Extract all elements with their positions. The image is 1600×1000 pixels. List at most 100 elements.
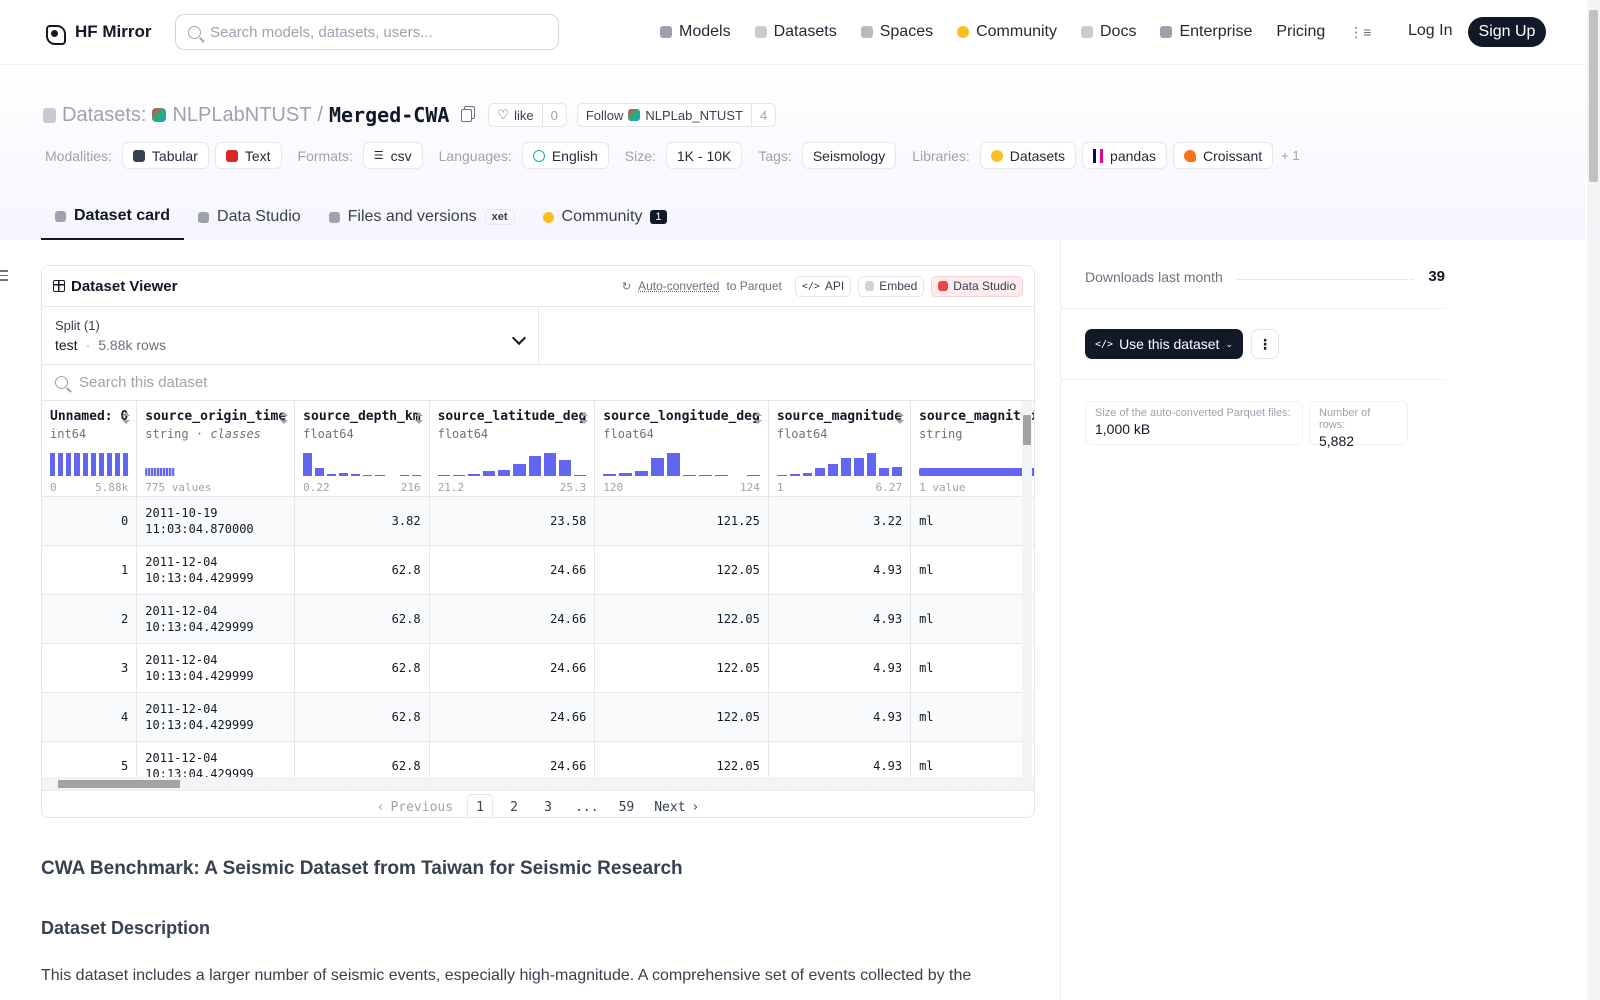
sort-icon[interactable]: [122, 412, 131, 424]
table-cell[interactable]: ml: [910, 692, 1034, 742]
table-cell[interactable]: ml: [910, 741, 1034, 777]
histogram-bar[interactable]: [58, 453, 64, 476]
histogram-bar[interactable]: [363, 475, 373, 476]
dataset-search-input[interactable]: Search this dataset: [42, 365, 1034, 401]
histogram-bar[interactable]: [866, 453, 877, 476]
histogram-bar[interactable]: [82, 453, 88, 476]
table-cell[interactable]: 4.93: [768, 741, 912, 777]
histogram-bar[interactable]: [528, 456, 541, 476]
table-cell[interactable]: 122.05: [594, 692, 769, 742]
histogram-bar[interactable]: [635, 471, 649, 476]
histogram-bar[interactable]: [789, 474, 800, 476]
histogram-bar[interactable]: [339, 473, 349, 476]
histogram-bar[interactable]: [714, 475, 728, 476]
histogram-bar[interactable]: [603, 474, 617, 476]
auto-converted-link[interactable]: Auto-converted: [638, 279, 720, 293]
histogram-bar[interactable]: [74, 453, 80, 476]
tag-datasets-lib[interactable]: Datasets: [979, 142, 1077, 169]
histogram-bar[interactable]: [543, 453, 556, 476]
table-cell[interactable]: 0: [42, 496, 138, 546]
table-row[interactable]: 0 2011-10-19 11:03:04.870000 3.82 23.58 121.…: [42, 496, 1034, 546]
table-cell[interactable]: ml: [910, 643, 1034, 693]
histogram-bar[interactable]: [90, 453, 96, 476]
nav-link-community[interactable]: Community: [957, 23, 1057, 41]
tab-dataset-card[interactable]: Dataset card: [41, 194, 185, 240]
histogram-bar[interactable]: [98, 453, 104, 476]
tag-seismology[interactable]: Seismology: [801, 142, 897, 169]
histogram-bar[interactable]: [411, 475, 421, 476]
histogram-bar[interactable]: [558, 460, 572, 476]
table-cell[interactable]: 4.93: [768, 692, 912, 742]
more-options-button[interactable]: ⋮: [1251, 329, 1279, 359]
login-link[interactable]: Log In: [1408, 22, 1453, 39]
nav-link-datasets[interactable]: Datasets: [754, 23, 837, 41]
table-cell[interactable]: 2: [42, 594, 138, 644]
sort-icon[interactable]: [753, 412, 762, 424]
table-cell[interactable]: 2011-10-19 11:03:04.870000: [136, 496, 296, 546]
histogram-bar[interactable]: [892, 467, 903, 476]
table-cell[interactable]: 4.93: [768, 643, 912, 693]
histogram-bar[interactable]: [437, 475, 450, 476]
histogram-bar[interactable]: [699, 475, 712, 476]
column-header[interactable]: source_magnitude float64 1 6.27: [768, 401, 912, 497]
table-cell[interactable]: 4: [42, 692, 138, 742]
tab-files-and-versions[interactable]: Files and versions xet: [315, 194, 529, 240]
table-cell[interactable]: 62.8: [294, 594, 430, 644]
more-libraries[interactable]: + 1: [1281, 148, 1300, 163]
table-cell[interactable]: 2011-12-04 10:13:04.429999: [136, 594, 296, 644]
table-cell[interactable]: ml: [910, 496, 1034, 546]
table-cell[interactable]: ml: [910, 545, 1034, 595]
histogram-bar[interactable]: [667, 453, 681, 476]
previous-page-button[interactable]: ‹ Previous: [371, 794, 459, 817]
histogram-bar[interactable]: [315, 468, 325, 476]
embed-button[interactable]: Embed: [858, 275, 925, 297]
table-cell[interactable]: 2011-12-04 10:13:04.429999: [136, 692, 296, 742]
histogram-bar[interactable]: [327, 474, 337, 476]
table-cell[interactable]: 3.82: [294, 496, 430, 546]
table-cell[interactable]: 24.66: [429, 643, 596, 693]
table-cell[interactable]: 62.8: [294, 692, 430, 742]
column-header[interactable]: source_depth_km float64 0.22 216: [294, 401, 430, 497]
histogram-bar[interactable]: [683, 475, 697, 476]
table-cell[interactable]: 1: [42, 545, 138, 595]
classes-bar[interactable]: [145, 468, 176, 476]
page-button[interactable]: 3: [544, 799, 552, 815]
table-cell[interactable]: 122.05: [594, 741, 769, 777]
histogram-bar[interactable]: [303, 453, 313, 476]
histogram-bar[interactable]: [802, 473, 813, 476]
column-header[interactable]: source_longitude_deg float64 120 124: [594, 401, 769, 497]
histogram-bar[interactable]: [828, 464, 838, 476]
table-cell[interactable]: 122.05: [594, 643, 769, 693]
nav-link-spaces[interactable]: Spaces: [860, 23, 933, 41]
table-cell[interactable]: 3: [42, 643, 138, 693]
histogram-bar[interactable]: [483, 471, 496, 476]
page-button[interactable]: 1: [467, 794, 494, 817]
histogram-bar[interactable]: [399, 475, 409, 476]
tag-english[interactable]: English: [521, 142, 609, 169]
histogram-bar[interactable]: [879, 468, 890, 476]
histogram-bar[interactable]: [388, 475, 397, 476]
histogram-bar[interactable]: [452, 475, 465, 476]
histogram-bar[interactable]: [513, 464, 526, 476]
brand-logo[interactable]: HF Mirror: [43, 21, 152, 45]
histogram-bar[interactable]: [731, 475, 744, 476]
nav-link-docs[interactable]: Docs: [1081, 23, 1136, 41]
namespace-link[interactable]: NLPLabNTUST: [172, 103, 312, 126]
page-button[interactable]: 2: [510, 799, 518, 815]
page-button[interactable]: 59: [618, 799, 635, 815]
nav-link-models[interactable]: Models: [660, 23, 731, 41]
table-cell[interactable]: 62.8: [294, 741, 430, 777]
tag-csv[interactable]: ☰ csv: [362, 142, 423, 169]
nav-link-pricing[interactable]: Pricing: [1276, 23, 1325, 41]
table-cell[interactable]: 122.05: [594, 594, 769, 644]
table-cell[interactable]: 24.66: [429, 692, 596, 742]
table-cell[interactable]: 24.66: [429, 594, 596, 644]
histogram-bar[interactable]: [746, 475, 760, 476]
nav-link-enterprise[interactable]: Enterprise: [1160, 23, 1252, 41]
classes-bar[interactable]: [919, 468, 1034, 476]
histogram-bar[interactable]: [776, 475, 787, 476]
sort-icon[interactable]: [280, 412, 289, 424]
table-cell[interactable]: 24.66: [429, 545, 596, 595]
histogram-bar[interactable]: [123, 453, 129, 476]
histogram-bar[interactable]: [853, 458, 864, 476]
